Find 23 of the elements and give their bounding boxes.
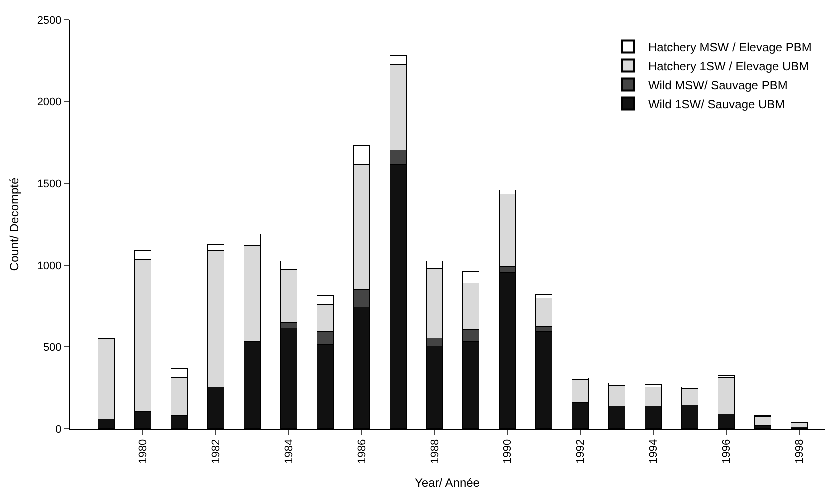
x-tick-label: 1984 [283, 439, 296, 464]
y-tick-label: 1500 [37, 178, 62, 190]
y-tick-label: 500 [43, 342, 62, 354]
y-tick-label: 2500 [37, 14, 62, 27]
bar [754, 416, 772, 426]
x-axis-title: Year/ Année [415, 476, 480, 490]
legend-label: Wild 1SW/ Sauvage UBM [648, 97, 786, 112]
x-tick-label: 1998 [794, 439, 806, 464]
x-tick-label: 1982 [210, 439, 222, 464]
x-tick-label: 1988 [429, 439, 442, 464]
x-tick-label: 1992 [575, 439, 588, 464]
y-tick-label: 1000 [37, 260, 62, 272]
legend-label: Hatchery MSW / Elevage PBM [648, 40, 812, 54]
y-tick-label: 0 [56, 424, 62, 436]
x-tick-label: 1996 [721, 439, 734, 464]
y-axis-title: Count/ Decompté [8, 177, 22, 272]
y-tick-label: 2000 [37, 96, 62, 109]
x-tick-label: 1980 [138, 439, 150, 464]
x-tick-label: 1990 [502, 439, 514, 464]
legend-label: Wild MSW/ Sauvage PBM [648, 78, 788, 92]
x-tick-label: 1986 [356, 439, 368, 464]
x-tick-label: 1994 [648, 439, 660, 464]
legend-label: Hatchery 1SW / Elevage UBM [648, 59, 810, 74]
